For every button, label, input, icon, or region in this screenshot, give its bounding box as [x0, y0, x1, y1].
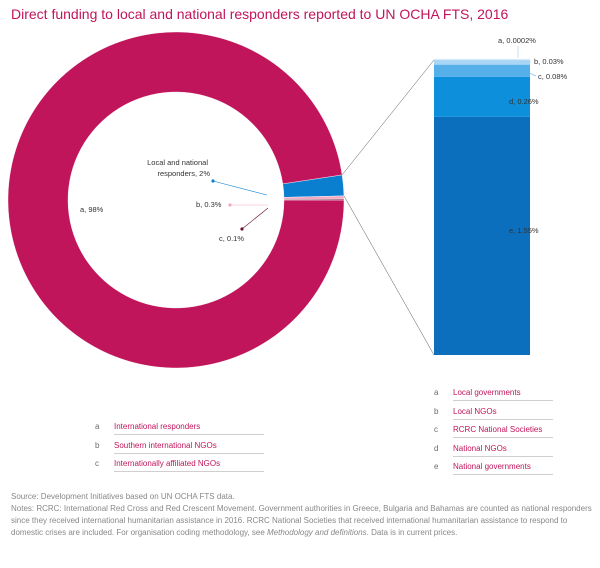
connector-lines [341, 59, 435, 356]
legend-right-label-d: National NGOs [453, 444, 553, 457]
bar-segment-d [434, 76, 530, 117]
notes-main: Notes: RCRC: International Red Cross and… [11, 504, 592, 537]
chart-title: Direct funding to local and national res… [11, 6, 509, 22]
label-slice-b: b, 0.3% [196, 200, 222, 209]
leader-ln [212, 180, 268, 196]
legend-right-key-a: a [434, 388, 439, 397]
label-bar-a: a, 0.0002% [498, 36, 536, 45]
legend-left-item-b: b Southern international NGOs [95, 441, 285, 455]
notes-text: Notes: RCRC: International Red Cross and… [11, 503, 596, 539]
legend-right-item-e: e National governments [434, 462, 600, 476]
legend-right-key-b: b [434, 406, 439, 416]
label-slice-ln-line1: Local and national [147, 158, 208, 167]
stacked-bar-chart [434, 58, 530, 355]
label-slice-a: a, 98% [80, 205, 104, 214]
legend-left-label-a: International responders [114, 422, 264, 435]
footer-notes: Source: Development Initiatives based on… [11, 491, 596, 539]
legend-left-key-c: c [95, 459, 99, 468]
leader-c [241, 207, 269, 230]
bar-segment-b [434, 60, 530, 65]
bar-segment-e [434, 116, 530, 355]
legend-left-key-a: a [95, 422, 100, 431]
leader-bar-c [521, 69, 537, 77]
notes-end: . Data is in current prices. [366, 528, 458, 537]
bar-segment-a [434, 58, 530, 61]
legend-right-item-b: b Local NGOs [434, 407, 600, 421]
label-bar-d: d, 0.26% [509, 97, 539, 106]
label-slice-c: c, 0.1% [219, 234, 244, 243]
legend-right-item-a: a Local governments [434, 388, 600, 402]
donut-chart [7, 31, 345, 369]
label-bar-b: b, 0.03% [534, 57, 564, 66]
legend-right-key-c: c [434, 425, 438, 434]
connector-top [341, 59, 435, 176]
legend-left-label-c: Internationally affiliated NGOs [114, 459, 264, 472]
legend-left-item-a: a International responders [95, 422, 285, 436]
legend-left-item-c: c Internationally affiliated NGOs [95, 459, 285, 473]
legend-right-label-a: Local governments [453, 388, 553, 401]
legend-right-item-c: c RCRC National Societies [434, 425, 600, 439]
legend-right-label-e: National governments [453, 462, 553, 475]
legend-left-label-b: Southern international NGOs [114, 441, 264, 454]
legend-right-item-d: d National NGOs [434, 444, 600, 458]
legend-left-key-b: b [95, 440, 100, 450]
donut-slice-a [7, 31, 345, 369]
source-note: Source: Development Initiatives based on… [11, 492, 235, 501]
label-slice-ln-line2: responders, 2% [157, 169, 210, 178]
label-bar-c: c, 0.08% [538, 72, 568, 81]
legend-right-key-d: d [434, 443, 439, 453]
bar-segment-c [434, 64, 530, 77]
legend-right-label-b: Local NGOs [453, 407, 553, 420]
label-bar-e: e, 1.55% [509, 226, 539, 235]
data-labels: a, 98% Local and national responders, 2% b,… [80, 36, 568, 243]
methodology-link[interactable]: Methodology and definitions [267, 528, 367, 537]
connector-bottom [343, 195, 435, 356]
legend-right-label-c: RCRC National Societies [453, 425, 553, 438]
legend-right-key-e: e [434, 462, 439, 471]
